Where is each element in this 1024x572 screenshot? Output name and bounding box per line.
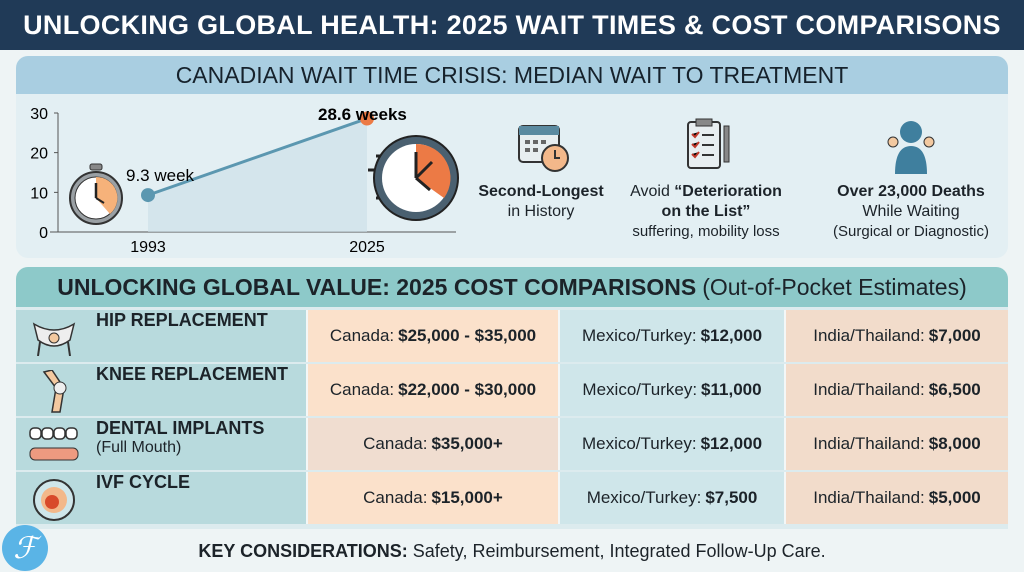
y-tick-label-30: 30	[30, 106, 48, 123]
page-title: UNLOCKING GLOBAL HEALTH: 2025 WAIT TIMES…	[0, 0, 1024, 50]
person-silhouette-icon	[887, 121, 935, 174]
x-tick-1993: 1993	[130, 239, 166, 256]
pelvis-icon	[32, 322, 76, 356]
cost-section-heading: UNLOCKING GLOBAL VALUE: 2025 COST COMPAR…	[16, 267, 1008, 307]
y-tick-label-0: 0	[39, 225, 48, 242]
table-row: KNEE REPLACEMENT Canada: $22,000 - $30,00…	[16, 364, 1008, 416]
wait-time-panel: CANADIAN WAIT TIME CRISIS: MEDIAN WAIT T…	[16, 56, 1008, 258]
dental-implant-icon	[29, 427, 79, 461]
stat-deaths: Over 23,000 Deaths While Waiting (Surgic…	[816, 116, 1006, 242]
data-point-2025	[360, 111, 374, 126]
knee-joint-icon	[42, 370, 67, 413]
area-fill	[148, 118, 367, 232]
y-tick-label-20: 20	[30, 146, 48, 163]
table-row: IVF CYCLE Canada: $15,000+ Mexico/Turkey:…	[16, 472, 1008, 524]
data-label-1993: 9.3 week	[126, 166, 195, 185]
stat-second-longest: Second-Longest in History	[466, 116, 616, 222]
series-line	[147, 117, 368, 197]
wait-section-heading: CANADIAN WAIT TIME CRISIS: MEDIAN WAIT T…	[16, 56, 1008, 94]
data-point-1993	[141, 188, 155, 203]
x-tick-2025: 2025	[349, 239, 385, 256]
data-label-2025: 28.6 weeks	[318, 105, 407, 124]
calendar-clock-icon	[518, 125, 569, 172]
stopwatch-icon	[69, 163, 123, 225]
y-tick-label-10: 10	[30, 185, 48, 202]
clipboard-checklist-icon	[687, 118, 730, 169]
wait-time-chart: 0 10 20 30 9.3 week 28.6 weeks 1993 2025	[30, 105, 459, 256]
stat-deterioration: Avoid “Deterioration on the List” suffer…	[616, 116, 796, 242]
speeding-clock-icon	[368, 135, 459, 221]
table-row: HIP REPLACEMENT Canada: $25,000 - $35,000…	[16, 310, 1008, 362]
cost-comparison-panel: UNLOCKING GLOBAL VALUE: 2025 COST COMPAR…	[16, 267, 1008, 529]
ivf-embryo-icon	[33, 479, 75, 521]
brand-logo-icon: ℱ	[2, 525, 48, 571]
table-row: DENTAL IMPLANTS (Full Mouth) Canada: $35,…	[16, 418, 1008, 470]
key-considerations: KEY CONSIDERATIONS: Safety, Reimbursemen…	[198, 540, 826, 561]
